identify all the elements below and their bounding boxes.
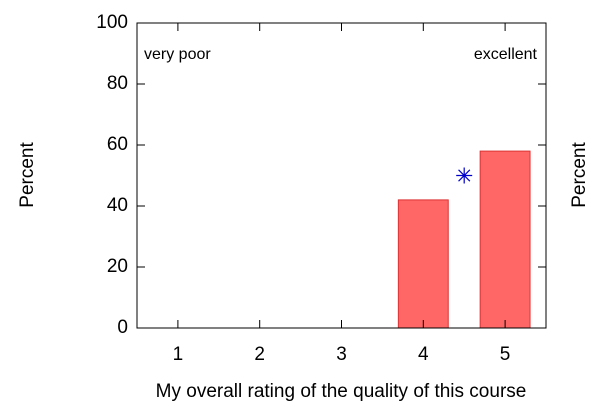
x-tick-label: 1 — [173, 344, 184, 365]
y-tick-label: 80 — [107, 73, 128, 94]
y-axis-label: Percent — [17, 142, 38, 208]
y-tick-label: 60 — [107, 134, 128, 155]
y-tick-label: 100 — [96, 12, 128, 33]
annotation: excellent — [474, 46, 538, 63]
y2-axis-label: Percent — [569, 142, 590, 208]
annotation: very poor — [144, 46, 211, 63]
x-tick-label: 3 — [336, 344, 347, 365]
y-tick-label: 0 — [117, 317, 128, 338]
y-tick-label: 40 — [107, 195, 128, 216]
bar — [479, 150, 531, 329]
mean-marker — [456, 167, 473, 184]
x-axis-label: My overall rating of the quality of this… — [156, 381, 527, 402]
y-tick-label: 20 — [107, 256, 128, 277]
bar — [397, 199, 449, 329]
x-tick-label: 2 — [254, 344, 265, 365]
x-tick-label: 5 — [500, 344, 511, 365]
x-tick-label: 4 — [418, 344, 429, 365]
